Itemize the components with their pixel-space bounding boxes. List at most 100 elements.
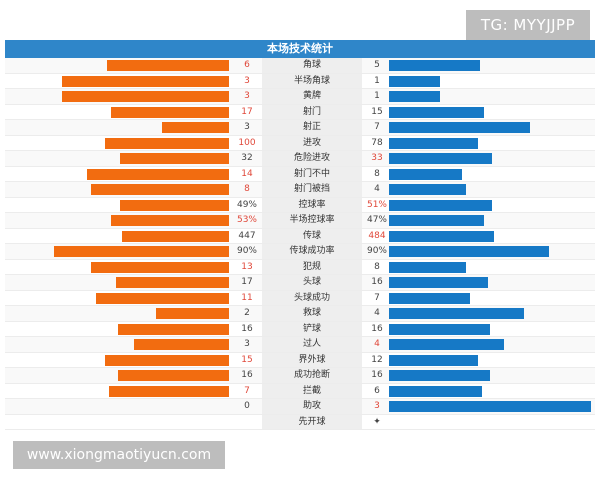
stats-rows: 6 角球 5 3 半场角球 1 3 黄牌 1 17 射门 15 3 射正 7 100 进攻 78 32 危险进攻 33 1… — [5, 58, 595, 430]
stat-label: 先开球 — [262, 414, 362, 429]
home-stat-bar — [162, 122, 229, 133]
stat-label: 拦截 — [262, 383, 362, 398]
stat-row: 0 助攻 3 — [5, 399, 595, 415]
home-stat-value: 15 — [241, 354, 253, 365]
stat-row: 先开球 ✦ — [5, 414, 595, 430]
away-stat-bar — [389, 370, 490, 381]
away-stat-bar — [389, 75, 440, 87]
stat-row: 90% 传球成功率 90% — [5, 244, 595, 260]
home-stat-value: 16 — [241, 323, 253, 334]
away-stat-value: 4 — [374, 339, 380, 349]
home-stat-bar — [107, 60, 229, 71]
home-stat-bar — [156, 308, 229, 319]
stat-row: 447 传球 484 — [5, 228, 595, 244]
away-stat-value: 16 — [371, 277, 383, 287]
stat-label: 铲球 — [262, 321, 362, 336]
table-title: 本场技术统计 — [5, 40, 595, 58]
home-stat-value: 100 — [238, 137, 256, 148]
stat-label: 黄牌 — [262, 89, 362, 104]
home-stat-value: 2 — [244, 308, 250, 318]
home-stat-bar — [109, 385, 229, 397]
stat-label: 半场控球率 — [262, 213, 362, 228]
stat-row: 17 射门 15 — [5, 104, 595, 120]
home-stat-bar — [118, 370, 229, 381]
stat-row: 14 射门不中 8 — [5, 166, 595, 182]
away-stat-value: 1 — [374, 91, 380, 101]
stat-label: 过人 — [262, 337, 362, 352]
away-stat-value: 15 — [371, 106, 383, 117]
home-stat-value: 90% — [236, 246, 257, 256]
away-stat-value: 47% — [366, 215, 387, 225]
away-stat-value: 33 — [371, 153, 383, 163]
home-stat-bar — [87, 168, 229, 180]
home-stat-bar — [111, 106, 229, 118]
away-stat-bar — [389, 385, 482, 397]
home-stat-bar — [120, 199, 229, 211]
stat-row: 49% 控球率 51% — [5, 197, 595, 213]
home-stat-value: 8 — [244, 184, 250, 194]
away-stat-bar — [389, 184, 466, 195]
away-stat-value: 6 — [374, 385, 380, 396]
home-stat-value: 6 — [244, 60, 250, 70]
home-stat-bar — [54, 246, 229, 257]
telegram-watermark: TG: MYYJJPP — [466, 10, 590, 40]
away-stat-bar — [389, 354, 478, 366]
stat-label: 射正 — [262, 120, 362, 135]
home-stat-bar — [134, 339, 229, 350]
away-stat-value: 484 — [368, 230, 386, 241]
away-stat-value: 7 — [374, 292, 380, 303]
away-stat-bar — [389, 153, 492, 164]
away-stat-bar — [389, 230, 494, 242]
away-stat-bar — [389, 137, 478, 149]
stat-label: 犯规 — [262, 259, 362, 274]
away-stat-bar — [389, 308, 524, 319]
away-stat-value: 51% — [366, 199, 387, 210]
away-stat-bar — [389, 91, 440, 102]
home-stat-value: 17 — [241, 277, 253, 287]
away-stat-value: 3 — [374, 401, 380, 411]
away-stat-value: 5 — [374, 60, 380, 70]
home-stat-value: 11 — [241, 292, 253, 303]
away-stat-value: 78 — [371, 137, 383, 148]
home-stat-value: 3 — [244, 75, 250, 86]
stat-row: 32 危险进攻 33 — [5, 151, 595, 167]
home-stat-bar — [91, 261, 229, 273]
stat-label: 界外球 — [262, 352, 362, 367]
away-stat-bar — [389, 339, 504, 350]
home-stat-value: 3 — [244, 91, 250, 101]
away-stat-bar — [389, 60, 480, 71]
stat-row: 3 半场角球 1 — [5, 73, 595, 89]
home-stat-bar — [91, 184, 229, 195]
away-stat-value: 90% — [366, 246, 387, 256]
stat-label: 射门 — [262, 104, 362, 119]
stat-label: 头球 — [262, 275, 362, 290]
home-stat-bar — [122, 230, 229, 242]
stat-row: 3 黄牌 1 — [5, 89, 595, 105]
stat-row: 53% 半场控球率 47% — [5, 213, 595, 229]
home-stat-value: 53% — [236, 215, 257, 225]
away-stat-value: 7 — [374, 122, 380, 132]
home-stat-value: 32 — [241, 153, 253, 163]
stat-label: 助攻 — [262, 399, 362, 414]
stat-row: 7 拦截 6 — [5, 383, 595, 399]
home-stat-bar — [120, 153, 229, 164]
stat-row: 6 角球 5 — [5, 58, 595, 74]
stat-label: 进攻 — [262, 135, 362, 150]
away-stat-value: 4 — [374, 184, 380, 194]
away-stat-bar — [389, 292, 470, 304]
stat-label: 头球成功 — [262, 290, 362, 305]
home-stat-bar — [105, 137, 229, 149]
stat-row: 2 救球 4 — [5, 306, 595, 322]
stat-row: 17 头球 16 — [5, 275, 595, 291]
match-stats-table: 本场技术统计 6 角球 5 3 半场角球 1 3 黄牌 1 17 射门 15 3 射正 7 100 进攻 78 32… — [5, 40, 595, 430]
stat-label: 传球 — [262, 228, 362, 243]
stat-row: 3 过人 4 — [5, 337, 595, 353]
home-stat-value: 0 — [244, 401, 250, 411]
home-stat-value: 3 — [244, 339, 250, 349]
stat-label: 控球率 — [262, 197, 362, 212]
stat-row: 16 成功抢断 16 — [5, 368, 595, 384]
home-stat-value: 16 — [241, 370, 253, 380]
home-stat-bar — [111, 215, 229, 226]
stat-row: 13 犯规 8 — [5, 259, 595, 275]
home-stat-value: 447 — [238, 230, 256, 241]
